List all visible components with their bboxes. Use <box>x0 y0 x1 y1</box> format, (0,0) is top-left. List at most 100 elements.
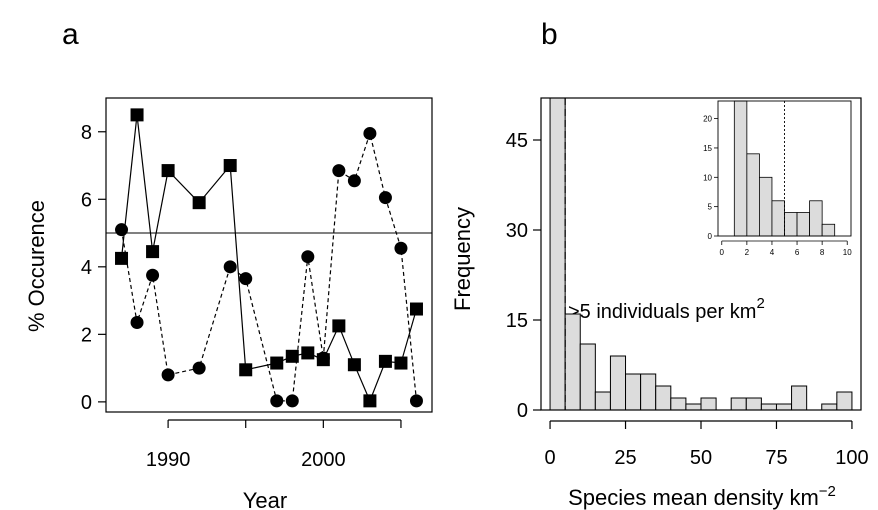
inset-bar-2 <box>746 153 760 237</box>
histogram-bar-12 <box>730 397 747 411</box>
inset-y-tick-label-4: 20 <box>703 115 712 124</box>
series-circle-line <box>120 131 418 402</box>
inset-y-tick-label-0: 0 <box>708 232 713 241</box>
circle-point-1 <box>130 316 144 330</box>
circle-point-5 <box>223 260 237 274</box>
circle-point-0 <box>115 223 129 237</box>
square-point-16 <box>409 302 423 316</box>
y-tick-label-4: 8 <box>81 122 92 144</box>
b-x-tick-label-3: 75 <box>765 447 787 469</box>
circle-point-2 <box>146 268 160 282</box>
square-point-11 <box>332 319 346 333</box>
x-tick-label-1: 2000 <box>301 449 346 471</box>
y-axis-title-frequency: Frequency <box>450 207 475 311</box>
inset-x-tick-label-5: 10 <box>843 248 852 257</box>
inset-bar-6 <box>796 212 810 237</box>
panel-letter-a: a <box>62 18 79 51</box>
inset-y-tick-label-1: 5 <box>708 203 713 212</box>
x-axis-title-density: Species mean density km−2 <box>568 483 836 510</box>
inset-x-tick-label-4: 8 <box>820 248 825 257</box>
b-x-tick-label-1: 25 <box>614 447 636 469</box>
histogram-bar-1 <box>564 313 581 411</box>
b-y-tick-label-1: 15 <box>506 310 528 332</box>
circle-point-16 <box>409 394 423 408</box>
histogram-bar-13 <box>745 397 762 411</box>
inset-x-tick-label-3: 6 <box>795 248 800 257</box>
plot-frame <box>105 97 433 413</box>
square-point-1 <box>130 108 144 122</box>
x-axis-title-year: Year <box>243 488 287 510</box>
circle-point-10 <box>316 351 330 365</box>
circle-point-8 <box>285 394 299 408</box>
panel-letter-b: b <box>541 18 558 51</box>
inset-x-tick-label-0: 0 <box>720 248 725 257</box>
circle-point-15 <box>394 241 408 255</box>
y-tick-label-2: 4 <box>81 257 92 279</box>
plot-frame-b <box>540 97 862 411</box>
histogram-bar-3 <box>594 391 611 411</box>
histogram-bar-16 <box>791 385 808 411</box>
histogram-bar-2 <box>579 343 596 411</box>
histogram-bar-5 <box>625 373 642 411</box>
inset-bar-8 <box>821 223 836 237</box>
panel-a-line-chart: Year % Occurence 0 2 4 6 8 1990 2000 <box>24 97 433 510</box>
x-tick-label-0: 1990 <box>146 449 191 471</box>
square-point-0 <box>115 251 129 265</box>
x-axis-title-density-superscript: −2 <box>819 483 836 500</box>
square-point-14 <box>378 354 392 368</box>
y-tick-label-0: 0 <box>81 392 92 414</box>
y-tick-label-3: 6 <box>81 189 92 211</box>
cutoff-annotation: >5 individuals per km2 <box>568 295 765 323</box>
histogram-bar-7 <box>655 385 672 411</box>
y-axis-title-occurence: % Occurence <box>24 200 49 332</box>
square-point-7 <box>270 356 284 370</box>
b-x-tick-label-2: 50 <box>690 447 712 469</box>
inset-bar-7 <box>809 200 823 237</box>
circle-point-3 <box>161 368 175 382</box>
x-axis-title-density-text: Species mean density km <box>568 485 819 510</box>
square-point-3 <box>161 164 175 178</box>
histogram-bar-0 <box>549 97 566 411</box>
inset-bar-1 <box>733 100 748 237</box>
cutoff-annotation-superscript: 2 <box>756 295 764 312</box>
b-y-tick-label-2: 30 <box>506 220 528 242</box>
circle-point-9 <box>301 250 315 264</box>
b-y-tick-label-3: 45 <box>506 130 528 152</box>
histogram-bar-14 <box>760 403 777 411</box>
circle-point-12 <box>347 174 361 188</box>
histogram-bar-6 <box>640 373 657 411</box>
histogram-bar-19 <box>836 391 853 411</box>
inset-y-tick-label-3: 15 <box>703 144 712 153</box>
inset-bar-5 <box>784 212 798 237</box>
inset-x-tick-label-1: 2 <box>745 248 750 257</box>
square-point-6 <box>239 363 253 377</box>
square-point-8 <box>285 349 299 363</box>
cutoff-annotation-text: >5 individuals per km <box>568 301 756 323</box>
circle-point-7 <box>270 394 284 408</box>
square-point-5 <box>223 159 237 173</box>
histogram-bar-9 <box>685 403 702 411</box>
y-tick-label-1: 2 <box>81 324 92 346</box>
square-point-12 <box>347 358 361 372</box>
square-point-9 <box>301 346 315 360</box>
square-point-2 <box>146 245 160 259</box>
circle-point-14 <box>378 191 392 205</box>
histogram-bar-18 <box>821 403 838 411</box>
panel-b-histogram: Species mean density km−2 Frequency >5 i… <box>450 97 869 510</box>
histogram-bar-10 <box>700 397 717 411</box>
b-x-tick-label-4: 100 <box>835 447 868 469</box>
square-point-4 <box>192 196 206 210</box>
circle-point-4 <box>192 361 206 375</box>
inset-y-tick-label-2: 10 <box>703 173 712 182</box>
b-x-tick-label-0: 0 <box>544 447 555 469</box>
circle-point-13 <box>363 126 377 140</box>
inset-x-tick-label-2: 4 <box>770 248 775 257</box>
square-point-15 <box>394 356 408 370</box>
circle-point-11 <box>332 164 346 178</box>
histogram-bar-8 <box>670 397 687 411</box>
b-y-tick-label-0: 0 <box>517 400 528 422</box>
inset-bar-4 <box>771 200 785 237</box>
histogram-bar-15 <box>775 403 793 411</box>
square-point-13 <box>363 394 377 408</box>
